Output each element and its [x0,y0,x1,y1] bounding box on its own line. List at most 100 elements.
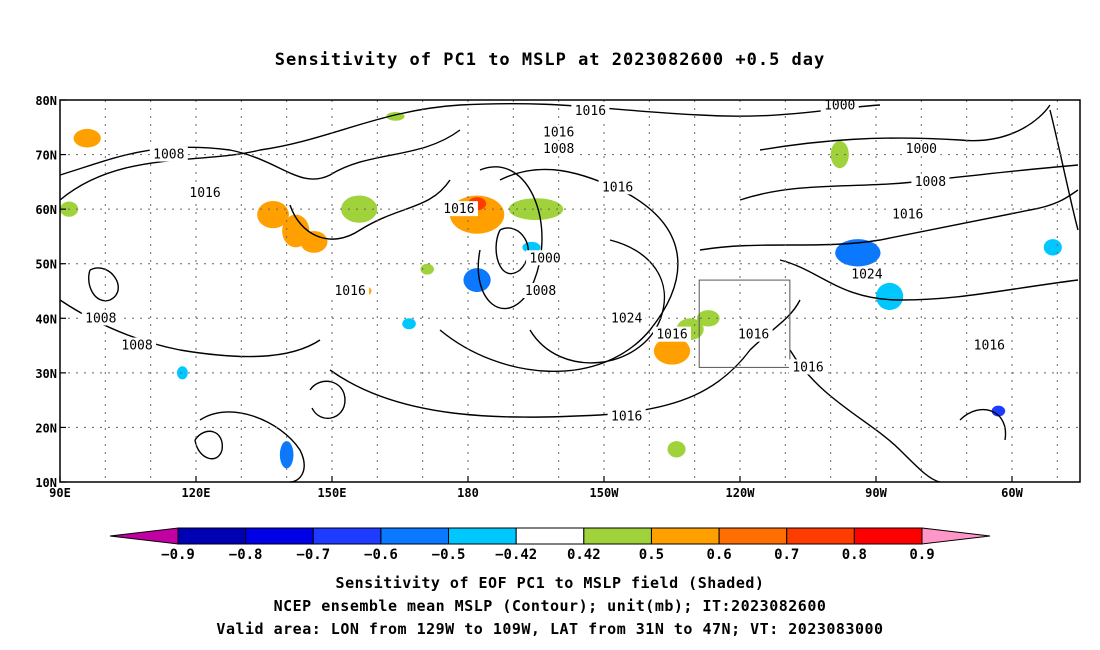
shaded-region [1043,239,1062,256]
contour-label: 1008 [153,148,184,163]
lon-label: 120E [182,486,211,500]
contour-label-bg [653,326,691,342]
contour-label: 1016 [334,284,365,299]
shaded-region [176,366,188,380]
contour-label-bg [888,206,927,222]
contour-label: 1008 [543,142,574,157]
lat-label: 70N [35,149,57,163]
contour-label-bg [598,179,637,195]
contour-label-bg [439,201,478,217]
colorbar-label: 0.9 [909,547,934,563]
colorbar-label: 0.6 [706,547,731,563]
colorbar-swatch [312,527,382,545]
colorbar-swatch [448,527,517,545]
shaded-region [463,268,491,293]
lon-label: 90W [865,486,887,500]
colorbar-label: 0.42 [567,547,601,563]
contour-label: 1016 [611,410,642,425]
contour-label: 1016 [738,328,769,343]
contour-label: 1000 [906,142,937,157]
lon-label: 180 [457,486,479,500]
contour-label-bg [526,250,565,266]
map-title: Sensitivity of PC1 to MSLP at 2023082600… [274,50,826,70]
caption-shading: Sensitivity of EOF PC1 to MSLP field (Sh… [335,574,765,592]
contour-label: 1016 [892,208,923,223]
colorbar-swatch [380,527,450,545]
lon-label: 150W [590,486,620,500]
axis-labels: 90E 120E 150E 180 150W 120W 90W 60W 80N 70N 60N 50N… [35,94,1023,500]
contour-label-bg [539,124,578,140]
contour-label-bg [902,141,941,157]
colorbar-label: −0.8 [229,547,263,563]
lat-label: 10N [35,476,57,490]
lat-label: 40N [35,312,57,326]
shaded-region [667,441,686,458]
contour-label: 1016 [792,360,823,375]
colorbar-swatch [515,527,585,545]
contour-label: 1000 [529,251,560,266]
mslp-contour-layer [59,102,1079,483]
colorbar-swatch [718,527,788,545]
shaded-region [257,200,289,229]
colorbar-label: −0.5 [432,547,466,563]
contour-label-bg [820,97,859,113]
contour-label: 1016 [602,180,633,195]
contour-label: 1008 [121,339,152,354]
colorbar-swatch [650,527,720,545]
lat-label: 60N [35,203,57,217]
caption-contour: NCEP ensemble mean MSLP (Contour); unit(… [273,597,827,615]
contour-label: 1016 [543,126,574,141]
lon-label: 150E [318,486,347,500]
lon-label: 90E [49,486,71,500]
lat-label: 50N [35,258,57,272]
contour-label: 1016 [974,339,1005,354]
map-frame [59,99,1081,483]
colorbar-label: −0.7 [296,547,330,563]
contour-label-bg [607,408,646,424]
contour-label-bg [847,266,886,282]
contour-label-bg [789,359,827,375]
contour-label-bg [331,283,370,298]
contour-label-bg [607,310,646,326]
shaded-region [653,337,691,365]
shaded-region [830,140,849,169]
shaded-region [341,195,378,223]
contour-label: 1016 [189,186,220,201]
shaded-region [420,263,435,275]
colorbar-label: 0.5 [639,547,664,563]
colorbar: −0.9 −0.8 −0.7 −0.6 −0.5 −0.42 0.42 0.5 0.6 0.7 0.… [109,527,991,563]
colorbar-label: −0.9 [161,547,195,563]
shaded-region [508,198,564,221]
colorbar-max-arrow [921,527,991,545]
lon-label: 120W [726,486,756,500]
valid-area-box [698,279,791,368]
shaded-region [402,318,416,330]
lon-label: 60W [1001,486,1023,500]
colorbar-swatch [177,527,247,545]
shaded-region [991,405,1006,417]
contour-label-bg [539,141,578,157]
colorbar-label: −0.42 [495,547,537,563]
contour-label: 1000 [824,98,855,113]
shaded-region [835,239,881,267]
contour-label: 1016 [656,328,687,343]
lat-label: 20N [35,421,57,435]
contour-label: 1016 [443,202,474,217]
caption-valid-area: Valid area: LON from 129W to 109W, LAT f… [216,620,884,638]
colorbar-min-arrow [109,527,179,545]
contour-label-bg [571,102,610,118]
contour-label: 1024 [611,311,642,326]
contour-label-bg [911,173,950,189]
shaded-region [73,128,101,148]
contour-label: 1008 [915,175,946,190]
contour-label: 1016 [575,104,606,119]
shaded-region [300,230,328,253]
colorbar-swatch [786,527,855,545]
shaded-region [279,441,294,469]
colorbar-label: 0.8 [842,547,867,563]
lat-label: 30N [35,367,57,381]
contour-label-bg [521,283,560,298]
contour-label: 1008 [85,311,116,326]
colorbar-swatch [245,527,314,545]
